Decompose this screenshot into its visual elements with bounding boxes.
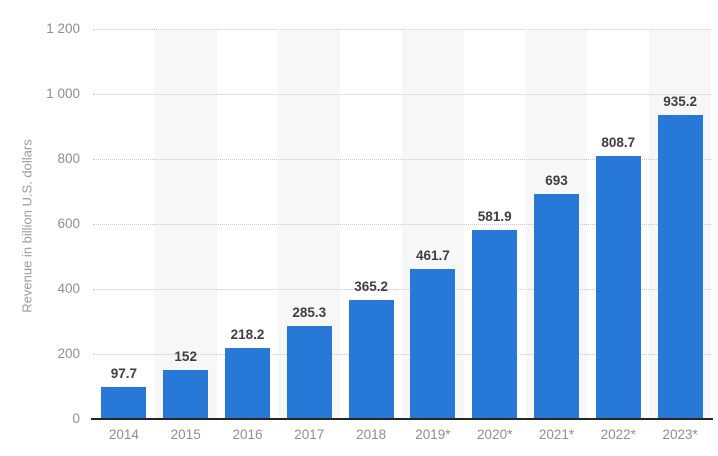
gridline [93,224,711,225]
x-tick-label: 2017 [294,427,325,442]
bar-value-label: 152 [174,348,197,364]
bar[interactable] [657,115,703,419]
bar[interactable] [101,387,147,419]
y-tick-label: 200 [57,346,80,361]
bar-value-label: 365.2 [354,279,388,295]
bar[interactable] [472,229,518,419]
bar[interactable] [163,369,209,419]
x-tick-label: 2022* [600,427,636,442]
bar-value-label: 285.3 [292,305,327,321]
bar-value-label: 97.7 [110,366,138,382]
x-tick-label: 2015 [170,427,201,442]
x-tick-label: 2020* [477,427,513,442]
bar[interactable] [534,193,579,419]
x-tick-label: 2014 [108,427,139,442]
y-tick-label: 1 200 [46,21,80,36]
y-tick-label: 600 [57,216,80,231]
y-tick-label: 800 [57,151,80,166]
x-tick-label: 2019* [415,427,451,442]
y-tick-label: 400 [57,281,80,296]
gridline [93,289,711,290]
bar[interactable] [348,300,394,419]
bar-value-label: 461.7 [416,247,450,263]
plot-area: 97.7 152 218.2 285.3 365.2 461.7 581.9 693 808.7… [93,29,711,419]
y-tick-label: 1 000 [46,86,80,101]
gridline [93,159,711,160]
gridline [93,29,711,30]
x-tick-label: 2018 [356,427,387,442]
x-tick-label: 2016 [232,427,263,442]
bar[interactable] [410,268,456,419]
bar-value-label: 693 [545,172,568,188]
x-tick-label: 2023* [662,427,698,442]
bar-value-label: 581.9 [477,208,512,224]
x-tick-label: 2021* [538,427,575,442]
bar[interactable] [225,348,270,419]
bar[interactable] [595,156,641,419]
bar-value-label: 935.2 [663,94,697,110]
gridline [93,94,711,95]
gridline [93,354,711,355]
y-tick-label: 0 [72,411,80,426]
x-axis-line [91,418,713,420]
bar-value-label: 218.2 [230,327,265,343]
bar[interactable] [286,326,332,419]
bar-value-label: 808.7 [601,135,636,151]
